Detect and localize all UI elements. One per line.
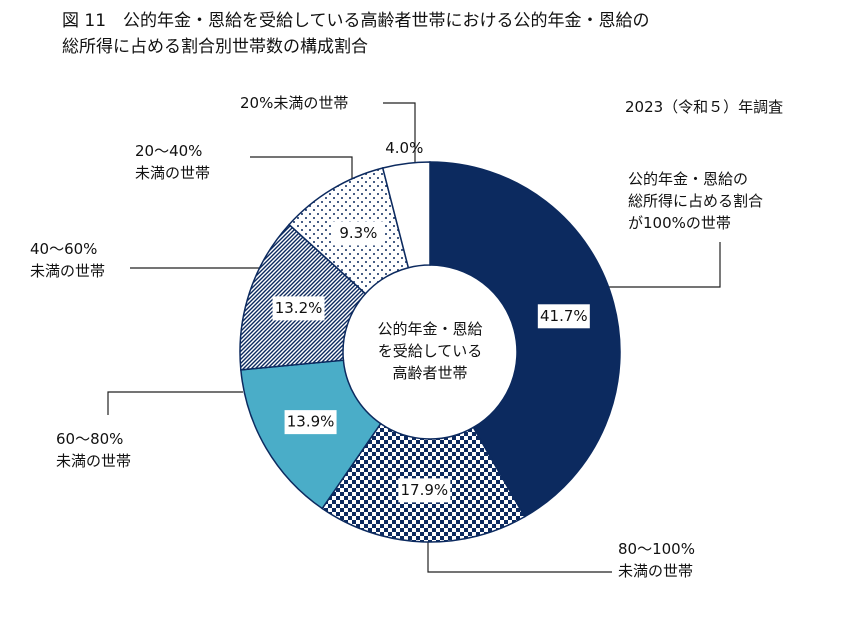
- value-label: 13.2%: [275, 299, 323, 317]
- category-label: 60～80% 未満の世帯: [56, 430, 132, 470]
- value-label: 9.3%: [339, 224, 377, 242]
- value-label: 4.0%: [385, 139, 423, 157]
- value-label-box: [284, 410, 337, 435]
- chart-subtitle: 2023（令和５）年調査: [625, 98, 784, 116]
- category-label: 20～40% 未満の世帯: [135, 142, 211, 182]
- value-label-box: [398, 478, 451, 503]
- leader-lines: [107, 102, 721, 573]
- donut-segment: [240, 359, 382, 510]
- value-label: 13.9%: [287, 413, 335, 431]
- value-label-box: [537, 304, 590, 329]
- value-label-box: [332, 221, 385, 246]
- value-label: 41.7%: [540, 307, 588, 325]
- value-label-box: [272, 296, 325, 321]
- donut-segment: [429, 161, 621, 518]
- donut-segment: [381, 161, 431, 269]
- category-label: 80～100% 未満の世帯: [618, 540, 695, 580]
- category-label: 20%未満の世帯: [240, 94, 349, 112]
- category-label: 公的年金・恩給の 総所得に占める割合 が100%の世帯: [628, 170, 764, 232]
- category-label: 40～60% 未満の世帯: [30, 240, 106, 280]
- value-label: 17.9%: [401, 481, 449, 499]
- center-label: 公的年金・恩給 を受給している 高齢者世帯: [377, 320, 483, 382]
- chart-title: 図 11 公的年金・恩給を受給している高齢者世帯における公的年金・恩給の 総所得…: [62, 11, 650, 57]
